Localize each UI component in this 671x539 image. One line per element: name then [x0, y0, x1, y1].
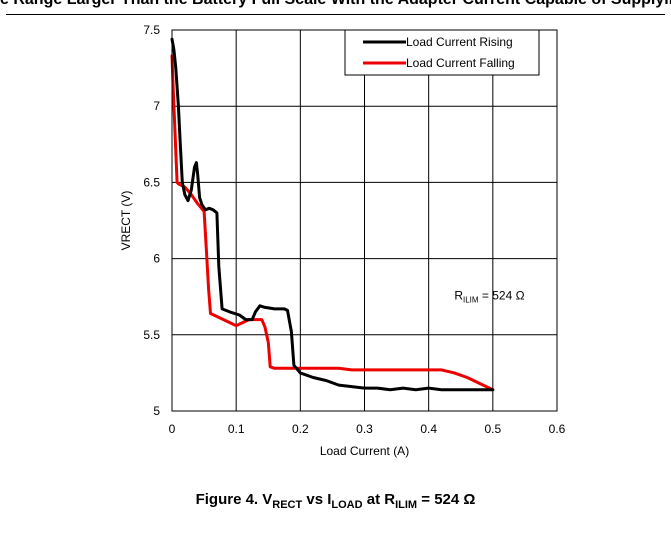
legend: Load Current Rising Load Current Falling — [344, 29, 540, 76]
y-tick-label: 6.5 — [143, 175, 160, 189]
caption-sub-load: LOAD — [331, 499, 363, 511]
y-tick-label: 7.5 — [143, 23, 160, 37]
x-tick-label: 0.6 — [549, 422, 566, 436]
y-axis-label: VRECT (V) — [119, 191, 133, 251]
grid — [172, 30, 557, 411]
annotation-main: R — [454, 289, 463, 303]
x-tick-label: 0.5 — [484, 422, 501, 436]
x-tick-label: 0 — [169, 422, 176, 436]
caption-sub-ilim: ILIM — [395, 499, 418, 511]
x-tick-label: 0.1 — [228, 422, 245, 436]
caption-suffix: = 524 Ω — [417, 491, 476, 508]
page-header-text: e Range Larger Than the Battery Full Sca… — [0, 0, 671, 9]
series-line — [170, 37, 495, 392]
vrect-vs-iload-chart: 0 0.1 0.2 0.3 0.4 0.5 0.6 5 5.5 6 6.5 7 7.5 Load Cur… — [119, 23, 566, 458]
y-tick-label: 5 — [153, 404, 160, 418]
caption-sub-rect: RECT — [272, 499, 303, 511]
caption-mid2: at R — [362, 491, 396, 508]
x-axis-label: Load Current (A) — [320, 444, 409, 458]
caption-prefix: Figure 4. V — [195, 491, 273, 508]
series-lines — [170, 37, 495, 392]
legend-label: Load Current Rising — [406, 35, 513, 49]
rilim-annotation: RILIM = 524 Ω — [454, 289, 524, 305]
header-divider — [6, 14, 665, 15]
figure-caption: Figure 4. VRECT vs ILOAD at RILIM = 524 … — [0, 491, 671, 511]
annotation-rest: = 524 Ω — [479, 289, 525, 303]
x-tick-label: 0.4 — [420, 422, 437, 436]
annotation-sub: ILIM — [463, 296, 479, 305]
x-tick-label: 0.3 — [356, 422, 373, 436]
y-tick-label: 6 — [153, 252, 160, 266]
legend-box — [344, 29, 540, 76]
axis-ticks: 0 0.1 0.2 0.3 0.4 0.5 0.6 5 5.5 6 6.5 7 7.5 — [143, 23, 565, 436]
caption-mid: vs I — [302, 491, 332, 508]
x-tick-label: 0.2 — [292, 422, 309, 436]
legend-label: Load Current Falling — [406, 56, 515, 70]
y-tick-label: 5.5 — [143, 328, 160, 342]
y-tick-label: 7 — [153, 99, 160, 113]
